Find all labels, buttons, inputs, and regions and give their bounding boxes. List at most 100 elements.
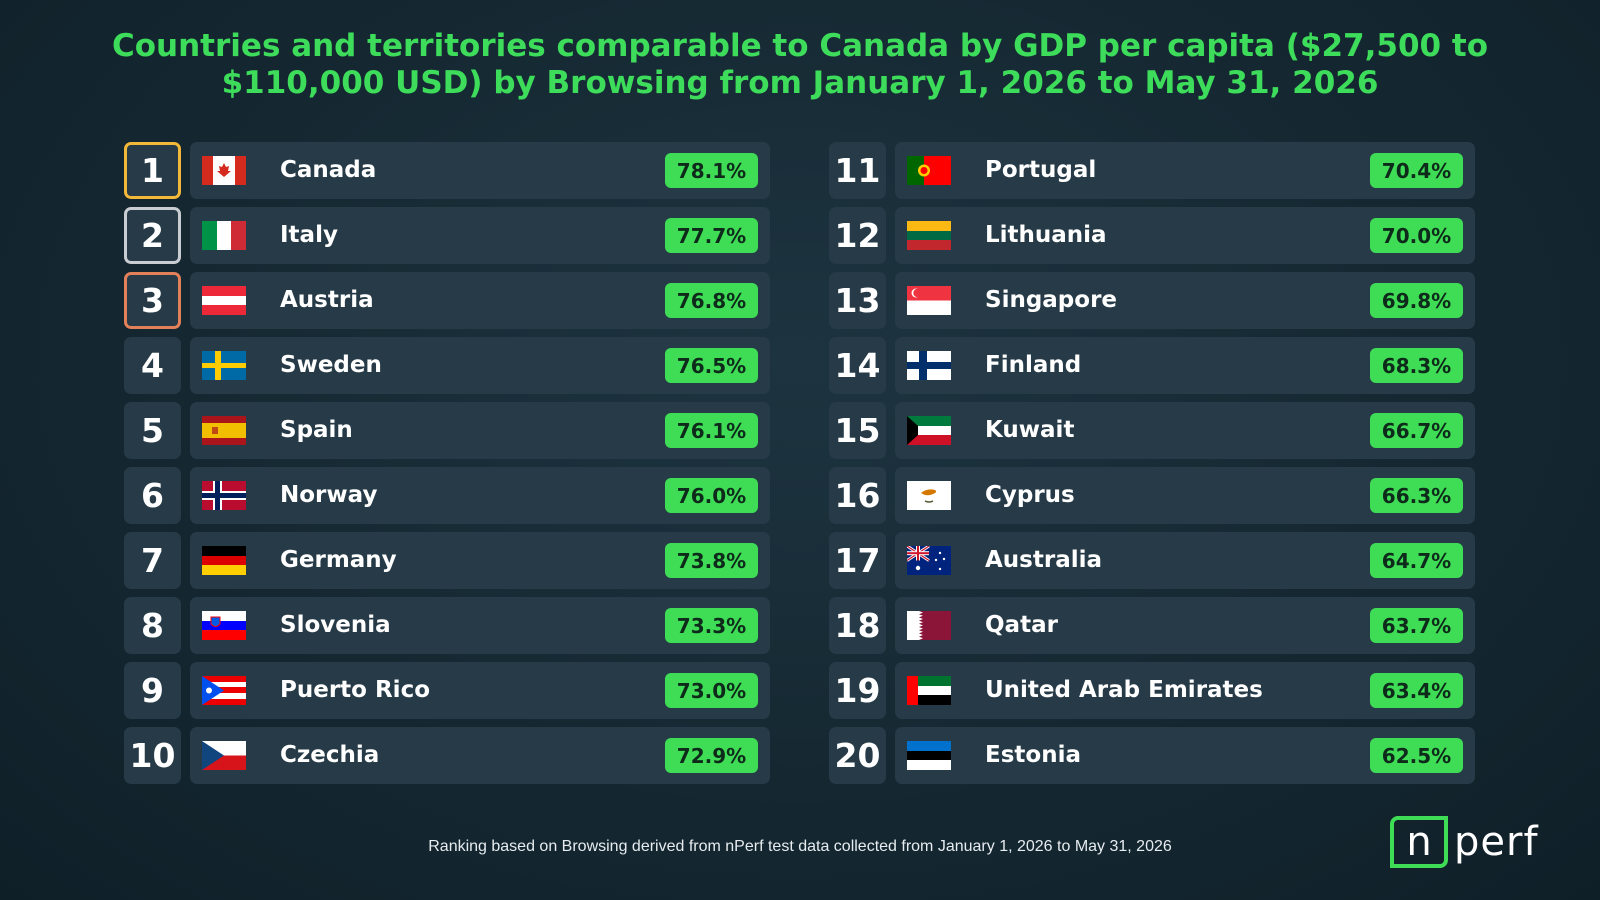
country-bar: Puerto Rico 73.0% [190, 662, 770, 719]
score-badge: 76.0% [665, 478, 758, 513]
score-badge: 63.4% [1370, 673, 1463, 708]
rank-number: 1 [124, 142, 181, 199]
canada-flag-icon [202, 156, 246, 185]
rank-number: 14 [829, 337, 886, 394]
score-badge: 77.7% [665, 218, 758, 253]
country-name: Estonia [985, 742, 1081, 768]
chart-title: Countries and territories comparable to … [112, 28, 1488, 101]
score-badge: 62.5% [1370, 738, 1463, 773]
country-bar: Australia 64.7% [895, 532, 1475, 589]
country-name: Puerto Rico [280, 677, 431, 703]
logo-text: perf [1454, 819, 1539, 865]
country-name: Norway [280, 482, 378, 508]
score-badge: 68.3% [1370, 348, 1463, 383]
rank-number: 10 [124, 727, 181, 784]
country-bar: Kuwait 66.7% [895, 402, 1475, 459]
country-name: Czechia [280, 742, 380, 768]
italy-flag-icon [202, 221, 246, 250]
country-bar: Portugal 70.4% [895, 142, 1475, 199]
score-badge: 70.0% [1370, 218, 1463, 253]
rank-number: 8 [124, 597, 181, 654]
germany-flag-icon [202, 546, 246, 575]
country-name: Germany [280, 547, 397, 573]
qatar-flag-icon [907, 611, 951, 640]
country-name: Slovenia [280, 612, 391, 638]
kuwait-flag-icon [907, 416, 951, 445]
finland-flag-icon [907, 351, 951, 380]
score-badge: 78.1% [665, 153, 758, 188]
country-name: Portugal [985, 157, 1097, 183]
rank-number: 20 [829, 727, 886, 784]
country-name: Sweden [280, 352, 382, 378]
country-bar: Lithuania 70.0% [895, 207, 1475, 264]
rank-number: 2 [124, 207, 181, 264]
country-name: Austria [280, 287, 374, 313]
score-badge: 70.4% [1370, 153, 1463, 188]
rank-number: 15 [829, 402, 886, 459]
country-name: United Arab Emirates [985, 677, 1263, 703]
rank-number: 19 [829, 662, 886, 719]
nperf-logo: n perf [1390, 812, 1570, 872]
country-bar: Estonia 62.5% [895, 727, 1475, 784]
country-name: Singapore [985, 287, 1118, 313]
country-name: Cyprus [985, 482, 1075, 508]
rank-number: 3 [124, 272, 181, 329]
rank-number: 4 [124, 337, 181, 394]
country-bar: Austria 76.8% [190, 272, 770, 329]
slovenia-flag-icon [202, 611, 246, 640]
country-bar: Qatar 63.7% [895, 597, 1475, 654]
austria-flag-icon [202, 286, 246, 315]
country-name: Finland [985, 352, 1082, 378]
sweden-flag-icon [202, 351, 246, 380]
score-badge: 73.8% [665, 543, 758, 578]
uae-flag-icon [907, 676, 951, 705]
country-bar: Cyprus 66.3% [895, 467, 1475, 524]
estonia-flag-icon [907, 741, 951, 770]
score-badge: 64.7% [1370, 543, 1463, 578]
portugal-flag-icon [907, 156, 951, 185]
czechia-flag-icon [202, 741, 246, 770]
score-badge: 63.7% [1370, 608, 1463, 643]
country-name: Lithuania [985, 222, 1107, 248]
country-bar: Germany 73.8% [190, 532, 770, 589]
score-badge: 66.3% [1370, 478, 1463, 513]
score-badge: 72.9% [665, 738, 758, 773]
spain-flag-icon [202, 416, 246, 445]
country-bar: Italy 77.7% [190, 207, 770, 264]
rank-number: 13 [829, 272, 886, 329]
rank-number: 11 [829, 142, 886, 199]
country-name: Kuwait [985, 417, 1075, 443]
country-bar: Slovenia 73.3% [190, 597, 770, 654]
country-bar: Finland 68.3% [895, 337, 1475, 394]
norway-flag-icon [202, 481, 246, 510]
country-bar: United Arab Emirates 63.4% [895, 662, 1475, 719]
country-name: Australia [985, 547, 1103, 573]
australia-flag-icon [907, 546, 951, 575]
rank-number: 16 [829, 467, 886, 524]
country-bar: Sweden 76.5% [190, 337, 770, 394]
rank-number: 12 [829, 207, 886, 264]
country-bar: Singapore 69.8% [895, 272, 1475, 329]
score-badge: 66.7% [1370, 413, 1463, 448]
score-badge: 76.8% [665, 283, 758, 318]
country-name: Spain [280, 417, 353, 443]
country-name: Qatar [985, 612, 1058, 638]
puerto-rico-flag-icon [202, 676, 246, 705]
rank-number: 9 [124, 662, 181, 719]
country-bar: Czechia 72.9% [190, 727, 770, 784]
rank-number: 5 [124, 402, 181, 459]
country-name: Canada [280, 157, 377, 183]
country-bar: Spain 76.1% [190, 402, 770, 459]
singapore-flag-icon [907, 286, 951, 315]
score-badge: 69.8% [1370, 283, 1463, 318]
score-badge: 76.1% [665, 413, 758, 448]
rank-number: 6 [124, 467, 181, 524]
score-badge: 73.3% [665, 608, 758, 643]
rank-number: 18 [829, 597, 886, 654]
rank-number: 7 [124, 532, 181, 589]
rank-number: 17 [829, 532, 886, 589]
footer-note: Ranking based on Browsing derived from n… [428, 838, 1172, 855]
score-badge: 73.0% [665, 673, 758, 708]
cyprus-flag-icon [907, 481, 951, 510]
lithuania-flag-icon [907, 221, 951, 250]
